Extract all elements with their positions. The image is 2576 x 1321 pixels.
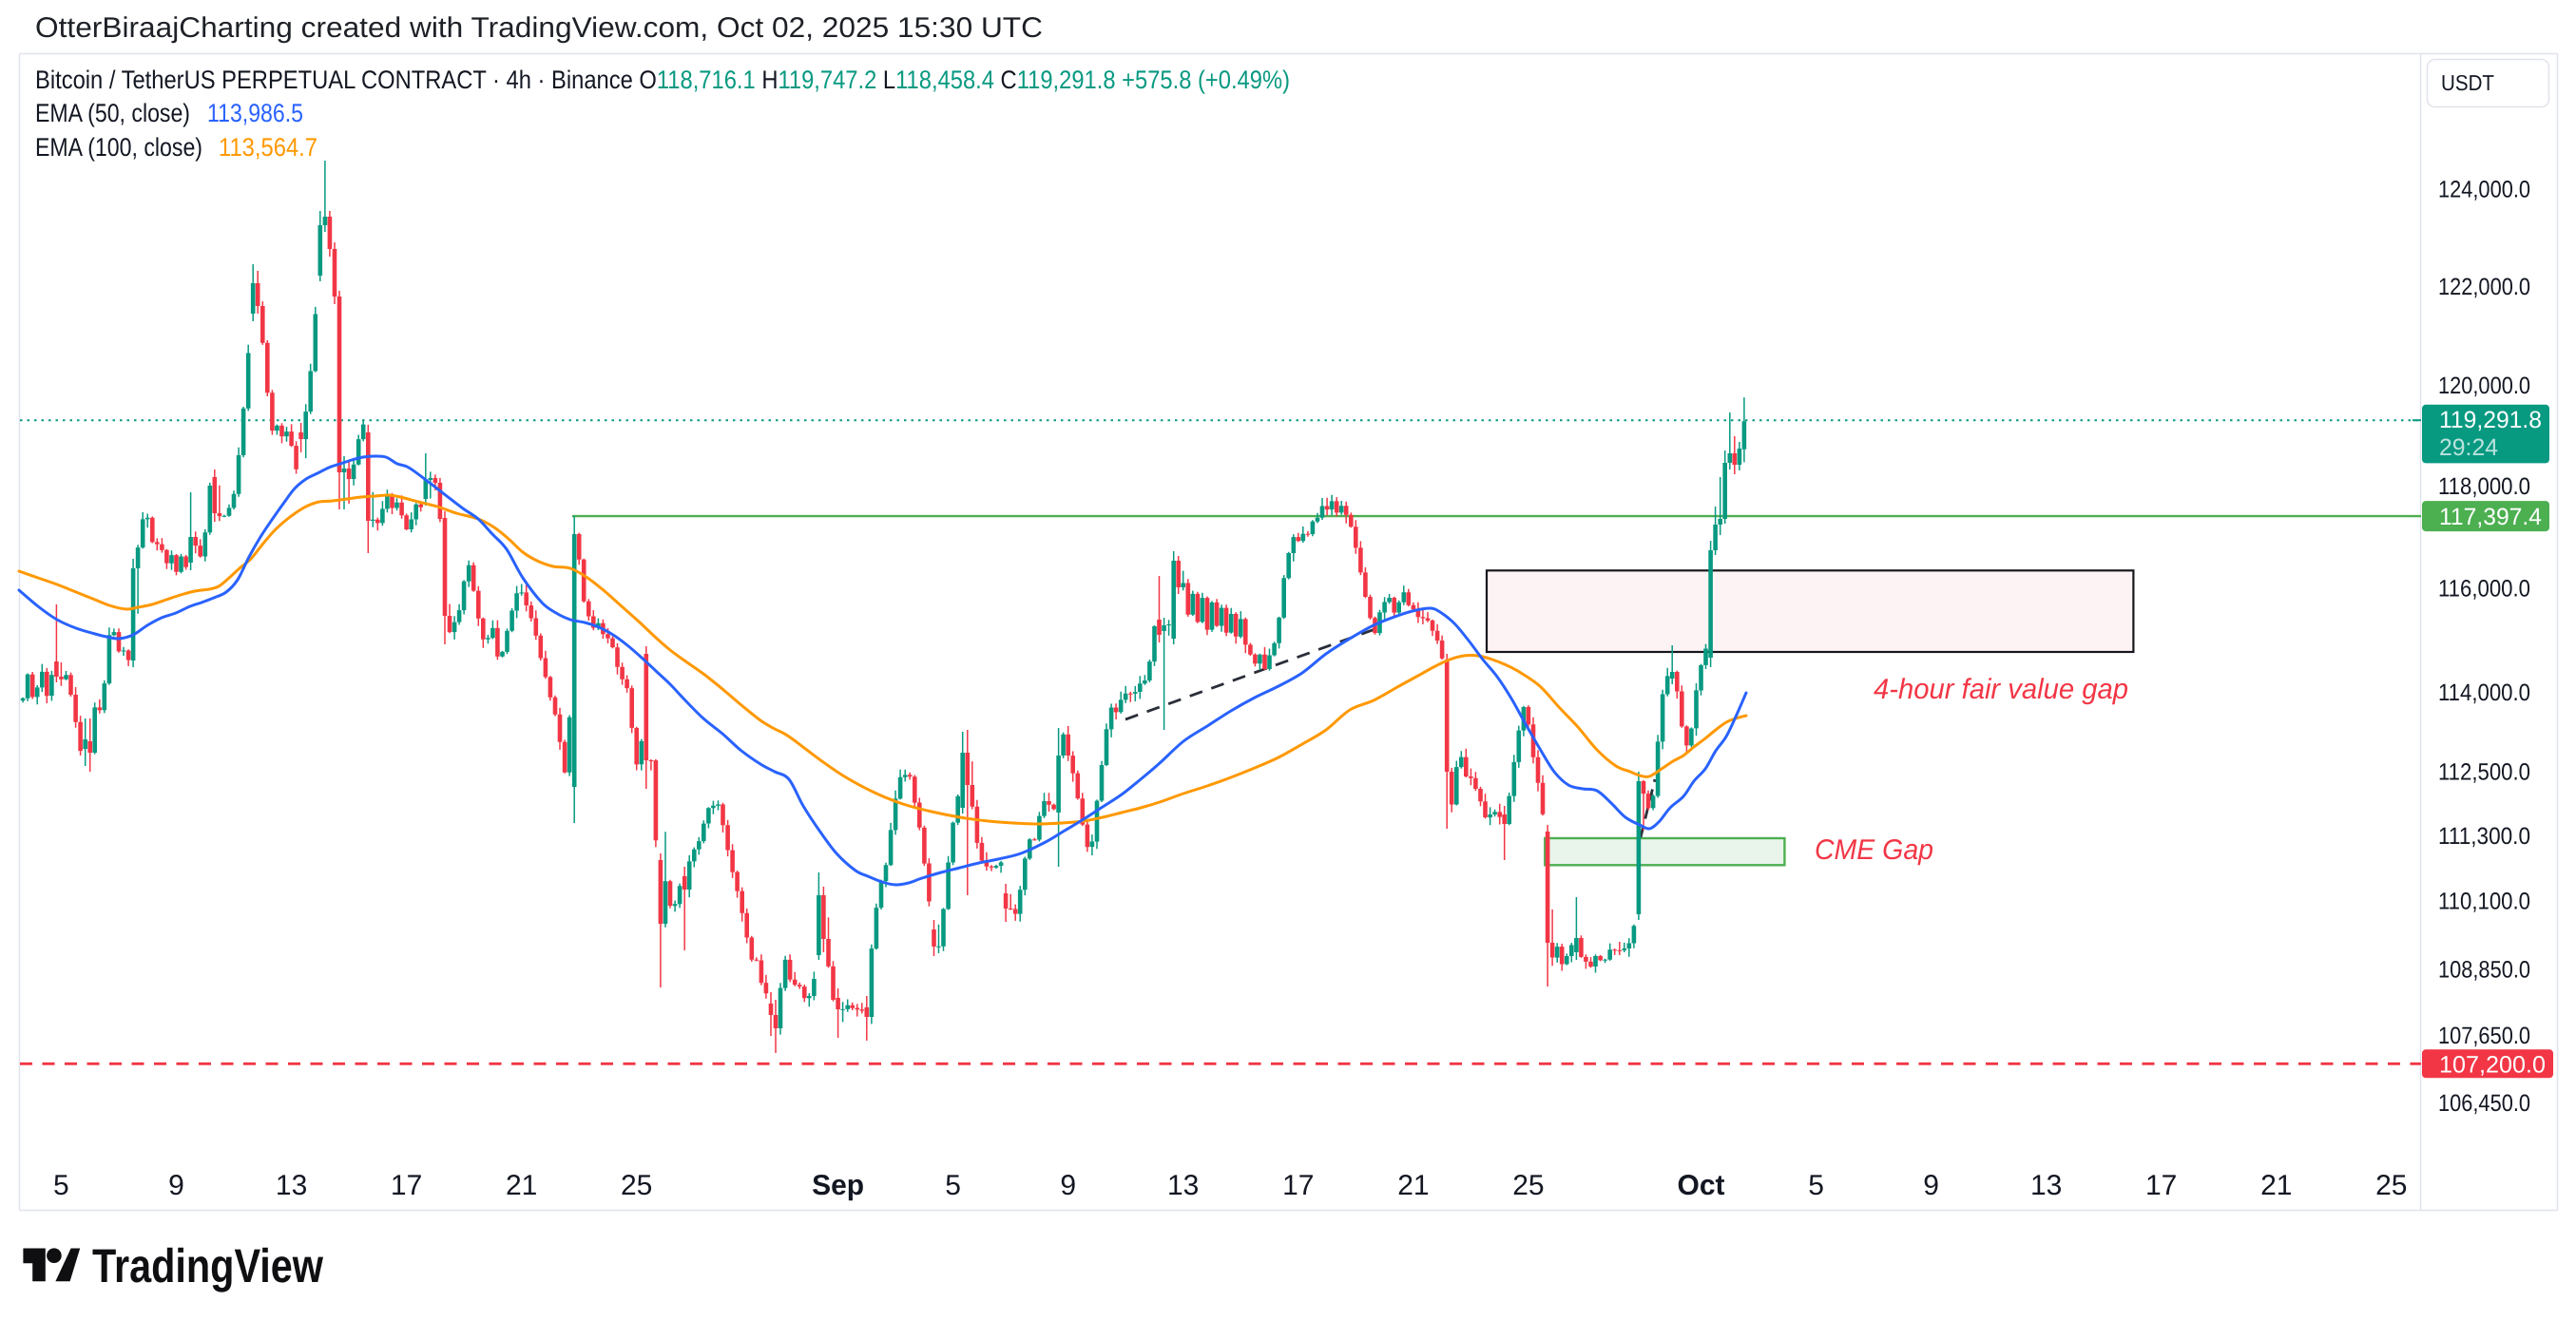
svg-text:17: 17 — [391, 1170, 422, 1201]
svg-text:29:24: 29:24 — [2439, 434, 2498, 461]
svg-text:124,000.0: 124,000.0 — [2438, 176, 2530, 202]
svg-text:114,000.0: 114,000.0 — [2438, 680, 2530, 706]
svg-text:120,000.0: 120,000.0 — [2438, 373, 2530, 399]
svg-text:119,291.8: 119,291.8 — [2439, 407, 2542, 433]
svg-text:CME Gap: CME Gap — [1815, 834, 1933, 866]
svg-text:106,450.0: 106,450.0 — [2438, 1090, 2530, 1117]
svg-text:117,397.4: 117,397.4 — [2439, 504, 2542, 530]
svg-text:21: 21 — [1397, 1170, 1429, 1201]
svg-text:9: 9 — [168, 1170, 184, 1201]
svg-text:112,500.0: 112,500.0 — [2438, 759, 2530, 786]
svg-text:107,200.0: 107,200.0 — [2439, 1051, 2546, 1078]
svg-text:9: 9 — [1923, 1170, 1939, 1201]
svg-text:107,650.0: 107,650.0 — [2438, 1023, 2530, 1049]
svg-text:Sep: Sep — [812, 1170, 864, 1201]
svg-text:13: 13 — [2030, 1170, 2062, 1201]
svg-text:118,000.0: 118,000.0 — [2438, 473, 2530, 500]
svg-text:EMA (100, close): EMA (100, close) — [35, 133, 202, 162]
svg-text:9: 9 — [1060, 1170, 1076, 1201]
svg-text:Bitcoin / TetherUS PERPETUAL C: Bitcoin / TetherUS PERPETUAL CONTRACT · … — [35, 66, 1290, 94]
svg-text:5: 5 — [945, 1170, 961, 1201]
svg-text:TradingView: TradingView — [92, 1239, 323, 1292]
svg-text:116,000.0: 116,000.0 — [2438, 576, 2530, 603]
svg-text:113,564.7: 113,564.7 — [219, 133, 317, 162]
svg-text:13: 13 — [276, 1170, 307, 1201]
svg-text:5: 5 — [53, 1170, 69, 1201]
svg-text:21: 21 — [506, 1170, 537, 1201]
svg-text:25: 25 — [2375, 1170, 2407, 1201]
svg-text:OtterBiraajCharting created wi: OtterBiraajCharting created with Trading… — [35, 12, 1043, 44]
svg-text:122,000.0: 122,000.0 — [2438, 274, 2530, 300]
svg-text:4-hour fair value gap: 4-hour fair value gap — [1874, 674, 2128, 705]
svg-text:Oct: Oct — [1677, 1170, 1724, 1201]
svg-text:17: 17 — [2145, 1170, 2177, 1201]
svg-text:EMA (50, close): EMA (50, close) — [35, 99, 190, 127]
svg-text:13: 13 — [1167, 1170, 1199, 1201]
svg-text:5: 5 — [1808, 1170, 1824, 1201]
svg-text:25: 25 — [621, 1170, 652, 1201]
svg-text:25: 25 — [1512, 1170, 1544, 1201]
svg-text:113,986.5: 113,986.5 — [207, 99, 303, 127]
svg-text:17: 17 — [1282, 1170, 1314, 1201]
svg-text:111,300.0: 111,300.0 — [2438, 823, 2530, 850]
svg-text:21: 21 — [2260, 1170, 2292, 1201]
svg-text:110,100.0: 110,100.0 — [2438, 888, 2530, 914]
svg-text:108,850.0: 108,850.0 — [2438, 956, 2530, 983]
svg-text:USDT: USDT — [2441, 70, 2494, 95]
